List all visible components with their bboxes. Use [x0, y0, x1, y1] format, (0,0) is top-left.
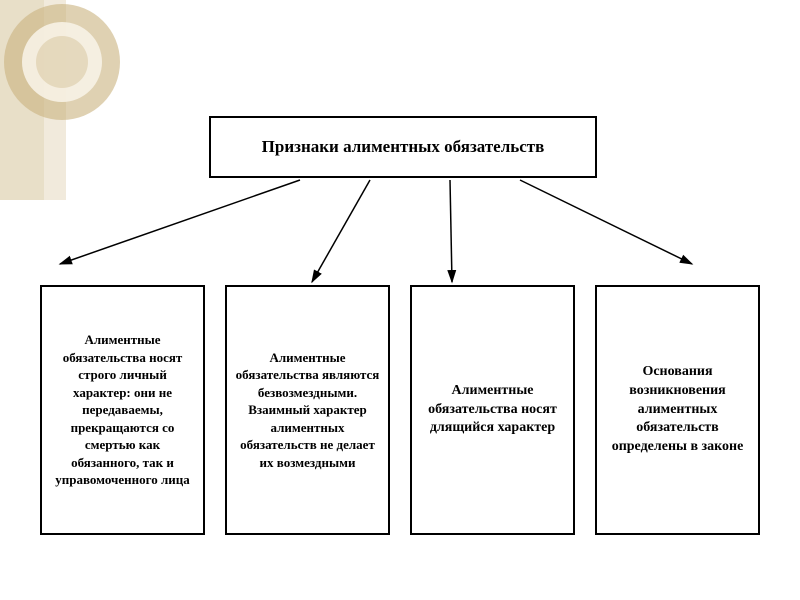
diagram-child-text: Алиментные обязательства носят длящийся …	[420, 382, 565, 439]
diagram-child-box: Основания возникновения алиментных обяза…	[595, 285, 760, 535]
diagram-child-text: Алиментные обязательства являются безвоз…	[235, 349, 380, 472]
diagram-child-text: Основания возникновения алиментных обяза…	[605, 363, 750, 457]
diagram-child-box: Алиментные обязательства носят длящийся …	[410, 285, 575, 535]
diagram-title-box: Признаки алиментных обязательств	[209, 116, 597, 178]
diagram-child-box: Алиментные обязательства носят строго ли…	[40, 285, 205, 535]
diagram-child-text: Алиментные обязательства носят строго ли…	[50, 331, 195, 489]
diagram-child-box: Алиментные обязательства являются безвоз…	[225, 285, 390, 535]
diagram-title-text: Признаки алиментных обязательств	[262, 137, 545, 157]
slide-decoration	[0, 0, 140, 200]
